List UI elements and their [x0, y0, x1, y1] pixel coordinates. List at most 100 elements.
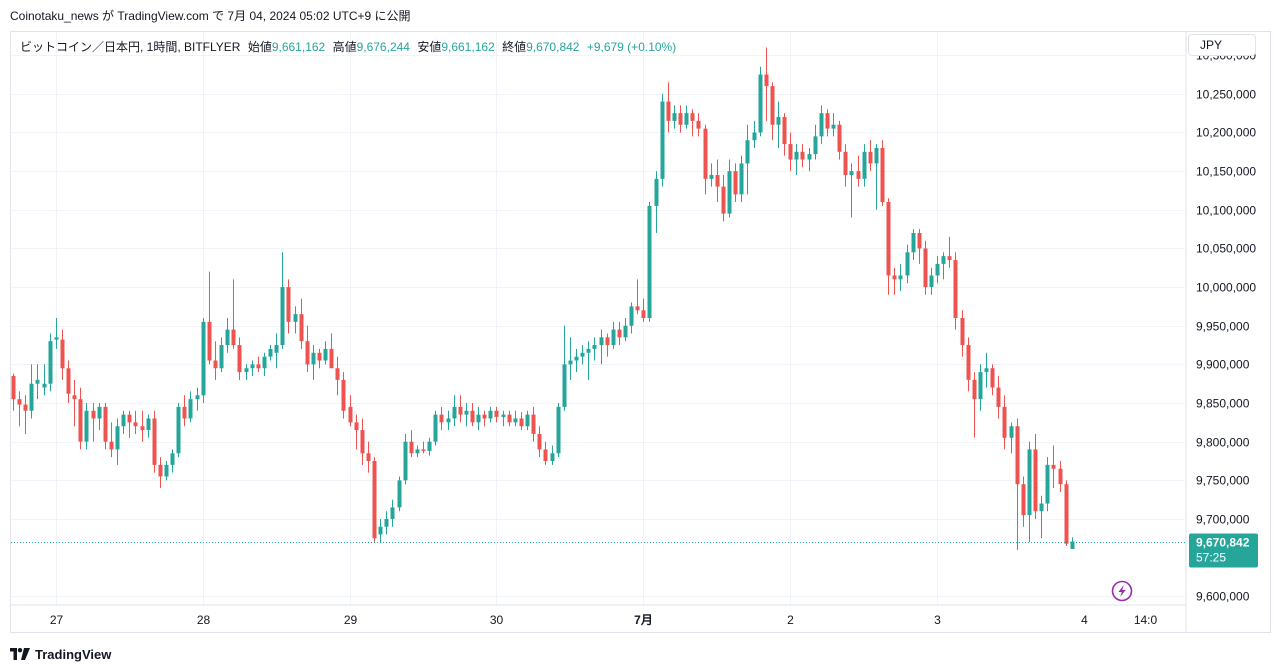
last-price-label: 9,670,842 57:25 [1189, 533, 1258, 568]
candle-body [311, 352, 316, 365]
candle-body [1009, 426, 1014, 438]
candle [127, 410, 132, 438]
candle-body [721, 186, 726, 214]
candle [678, 105, 683, 133]
candle-body [1051, 464, 1056, 469]
candle-body [905, 252, 910, 276]
candle [140, 410, 145, 442]
candle [941, 252, 946, 280]
candle-body [11, 375, 16, 400]
candle-body [501, 414, 506, 417]
candle [72, 379, 77, 427]
candle-body [48, 341, 53, 384]
candle-body [35, 379, 40, 384]
candle-body [115, 426, 120, 450]
candle-body [917, 232, 922, 249]
candle-body [152, 418, 157, 465]
price-tick-label: 10,100,000 [1196, 204, 1256, 218]
candle [274, 333, 279, 369]
price-tick-label: 9,800,000 [1196, 436, 1250, 450]
candle [60, 329, 65, 380]
footer-branding[interactable]: TradingView [10, 645, 111, 663]
candle [739, 155, 744, 203]
candle-body [690, 113, 695, 121]
candle-body [354, 422, 359, 431]
candle-body [580, 352, 585, 357]
legend-close-value: 9,670,842 [526, 40, 580, 54]
candle [397, 476, 402, 512]
currency-button[interactable]: JPY [1188, 34, 1256, 56]
candle [647, 202, 652, 322]
candle [905, 244, 910, 284]
time-tick-label: 4 [1081, 613, 1088, 627]
candle [550, 445, 555, 465]
candle-body [605, 337, 610, 346]
candle [1070, 537, 1075, 549]
candle [911, 229, 916, 261]
candle [947, 236, 952, 268]
candle [605, 333, 610, 357]
candle [256, 356, 261, 373]
candle-body [84, 410, 89, 442]
candle [825, 109, 830, 137]
candle-body [635, 306, 640, 311]
candle [433, 410, 438, 446]
candle-body [176, 406, 181, 454]
time-axis[interactable]: 27 28 29 30 7月 2 3 4 14:0 [50, 613, 1158, 627]
candle [574, 348, 579, 373]
candle [409, 430, 414, 458]
candle [201, 318, 206, 404]
candle-body [274, 345, 279, 353]
candle [133, 410, 138, 434]
candle-body [941, 256, 946, 264]
time-tick-label: 2 [787, 613, 794, 627]
candle-body [972, 379, 977, 400]
candle-body [813, 136, 818, 155]
candle [225, 318, 230, 353]
candle [800, 144, 805, 168]
candle-body [880, 147, 885, 203]
lightning-icon[interactable] [1111, 580, 1133, 602]
candle [978, 364, 983, 411]
candle [317, 348, 322, 369]
legend-symbol[interactable]: ビットコイン／日本円, 1時間, BITFLYER [20, 40, 241, 54]
candle-body [996, 387, 1001, 407]
candle-body [923, 248, 928, 288]
candle [794, 144, 799, 175]
candle-body [892, 275, 897, 280]
candle-body [727, 171, 732, 214]
candle [556, 403, 561, 458]
candle-body [666, 101, 671, 121]
candle [305, 325, 310, 373]
candle [219, 337, 224, 373]
price-axis[interactable]: 10,300,00010,250,00010,200,00010,150,000… [1196, 49, 1256, 604]
candle-body [341, 379, 346, 411]
candle-body [225, 329, 230, 346]
candle [868, 140, 873, 172]
legend-close-label: 終値 [502, 40, 527, 54]
candle [709, 163, 714, 187]
candle-body [599, 337, 604, 346]
footer-brand-text: TradingView [35, 646, 112, 662]
candle-body [1002, 406, 1007, 438]
candle [372, 457, 377, 543]
candle [923, 240, 928, 295]
candle-body [1039, 503, 1044, 512]
price-tick-label: 9,950,000 [1196, 320, 1250, 334]
candle [452, 395, 457, 427]
candle [562, 325, 567, 411]
candle-body [421, 449, 426, 451]
candle [244, 364, 249, 380]
candle-body [305, 341, 310, 365]
candle [360, 418, 365, 465]
candle-body [415, 449, 420, 454]
candle-body [617, 329, 622, 338]
candle [335, 356, 340, 396]
legend-high-value: 9,676,244 [356, 40, 410, 54]
candle-body [1064, 484, 1069, 544]
candle-body [525, 414, 530, 427]
candle [446, 410, 451, 431]
candle-body [776, 117, 781, 125]
time-tick-label: 3 [934, 613, 941, 627]
